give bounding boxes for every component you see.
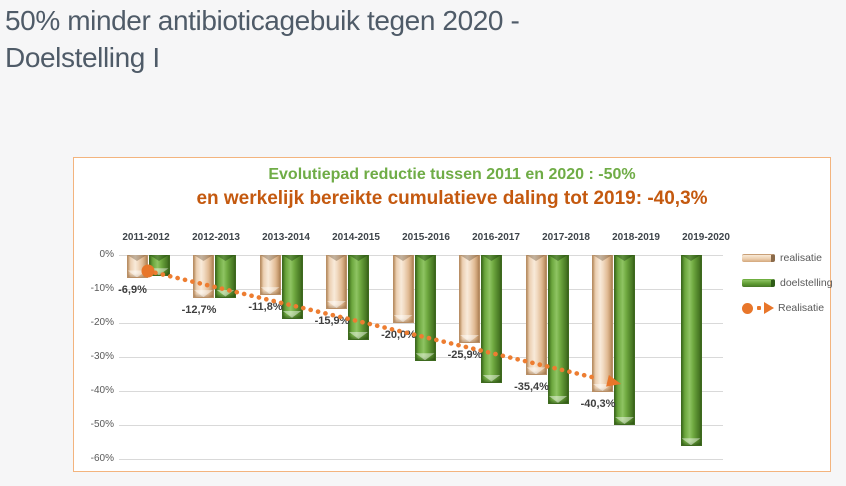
data-label: -35,4% [514, 381, 549, 394]
x-axis-label: 2012-2013 [192, 232, 240, 243]
legend-item-doelstelling: doelstelling [742, 275, 834, 291]
x-axis-label: 2011-2012 [122, 232, 170, 243]
legend-label-realisatie: realisatie [780, 252, 823, 264]
page-title: 50% minder antibioticagebuik tegen 2020 … [5, 2, 785, 76]
page-title-line2: Doelstelling I [5, 42, 160, 73]
x-axis-label: 2018-2019 [612, 232, 660, 243]
bar-doelstelling [680, 255, 702, 447]
data-label: -11,8% [248, 301, 283, 314]
y-axis-tick: 0% [99, 249, 114, 260]
data-label: -6,9% [118, 284, 147, 297]
y-axis-tick: -20% [90, 317, 114, 328]
page-title-line1: 50% minder antibioticagebuik tegen 2020 … [5, 5, 520, 36]
bar-doelstelling [215, 255, 236, 298]
bar-realisatie [459, 255, 480, 344]
y-axis-tick: -60% [90, 453, 114, 464]
legend: realisatie doelstelling Realisatie [742, 250, 834, 325]
realisatie-swatch-icon [742, 254, 775, 262]
gridline [119, 459, 723, 460]
gridline [119, 425, 723, 426]
legend-label-doelstelling: doelstelling [780, 277, 833, 289]
trend-line [141, 264, 622, 387]
bar-doelstelling [281, 255, 303, 319]
y-axis-tick: -40% [90, 385, 114, 396]
bar-realisatie [259, 255, 281, 296]
bar-realisatie [525, 255, 547, 376]
data-label: -12,7% [181, 304, 217, 317]
doelstelling-swatch-icon [742, 279, 775, 287]
legend-label-trend: Realisatie [778, 302, 825, 314]
y-axis-tick: -30% [90, 351, 114, 362]
x-axis-label: 2019-2020 [682, 232, 730, 243]
data-label: -40,3% [580, 398, 616, 411]
bar-realisatie [392, 255, 414, 323]
x-axis-label: 2017-2018 [542, 232, 590, 243]
bar-realisatie [193, 255, 214, 299]
bar-realisatie [592, 255, 613, 393]
y-axis-tick: -10% [90, 283, 114, 294]
x-axis-label: 2015-2016 [402, 232, 450, 243]
legend-item-trend: Realisatie [742, 300, 834, 316]
bar-doelstelling [481, 255, 502, 383]
gridline [119, 391, 723, 392]
bar-doelstelling [414, 255, 436, 362]
bar-realisatie [326, 255, 347, 310]
y-axis-tick: -50% [90, 419, 114, 430]
legend-item-realisatie: realisatie [742, 250, 834, 266]
chart-title-line2: en werkelijk bereikte cumulatieve daling… [196, 188, 708, 209]
dotted-arrow-icon [742, 302, 774, 314]
x-axis-label: 2016-2017 [472, 232, 520, 243]
chart-container: Evolutiepad reductie tussen 2011 en 2020… [73, 157, 834, 472]
x-axis-label: 2014-2015 [332, 232, 380, 243]
bar-doelstelling [348, 255, 369, 340]
data-label: -25,9% [447, 349, 483, 362]
x-axis-label: 2013-2014 [262, 232, 310, 243]
bar-doelstelling [614, 255, 635, 425]
bar-doelstelling [547, 255, 569, 404]
chart-title-line1: Evolutiepad reductie tussen 2011 en 2020… [268, 166, 636, 183]
